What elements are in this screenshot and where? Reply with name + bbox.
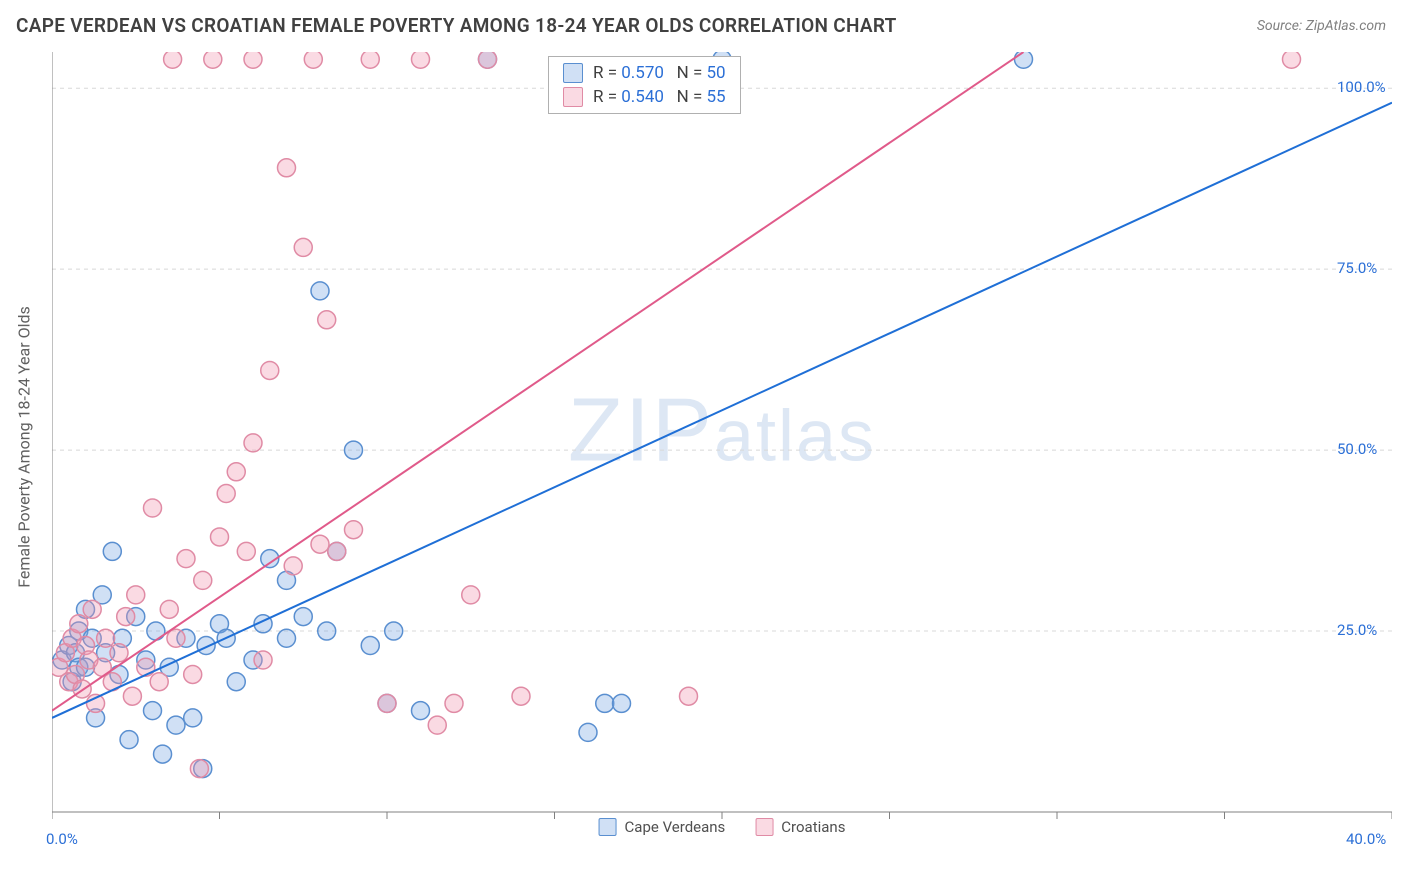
legend-item: Cape Verdeans xyxy=(599,818,726,836)
axis-tick-label: 75.0% xyxy=(1337,259,1377,277)
correlation-text: R = 0.570 N = 50 xyxy=(593,63,726,83)
axis-tick-label: 100.0% xyxy=(1337,78,1386,96)
axis-tick-label: 25.0% xyxy=(1337,621,1377,639)
axis-tick-label: 40.0% xyxy=(1346,830,1386,848)
legend-label: Cape Verdeans xyxy=(625,818,726,836)
correlation-text: R = 0.540 N = 55 xyxy=(593,87,726,107)
chart-container: Female Poverty Among 18-24 Year Olds ZIP… xyxy=(52,52,1392,842)
legend-swatch xyxy=(563,87,583,107)
series-legend: Cape Verdeans Croatians xyxy=(599,818,846,836)
y-axis-label: Female Poverty Among 18-24 Year Olds xyxy=(15,306,34,588)
correlation-legend: R = 0.570 N = 50 R = 0.540 N = 55 xyxy=(548,56,741,114)
legend-item: Croatians xyxy=(755,818,845,836)
legend-label: Croatians xyxy=(781,818,845,836)
axis-tick-label: 50.0% xyxy=(1337,440,1377,458)
chart-title: CAPE VERDEAN VS CROATIAN FEMALE POVERTY … xyxy=(16,14,897,37)
axis-tick-label: 0.0% xyxy=(46,830,78,848)
legend-swatch xyxy=(755,818,773,836)
source-attribution: Source: ZipAtlas.com xyxy=(1257,18,1386,34)
chart-header: CAPE VERDEAN VS CROATIAN FEMALE POVERTY … xyxy=(0,0,1406,47)
legend-swatch xyxy=(563,63,583,83)
legend-swatch xyxy=(599,818,617,836)
scatter-plot xyxy=(52,52,1392,842)
